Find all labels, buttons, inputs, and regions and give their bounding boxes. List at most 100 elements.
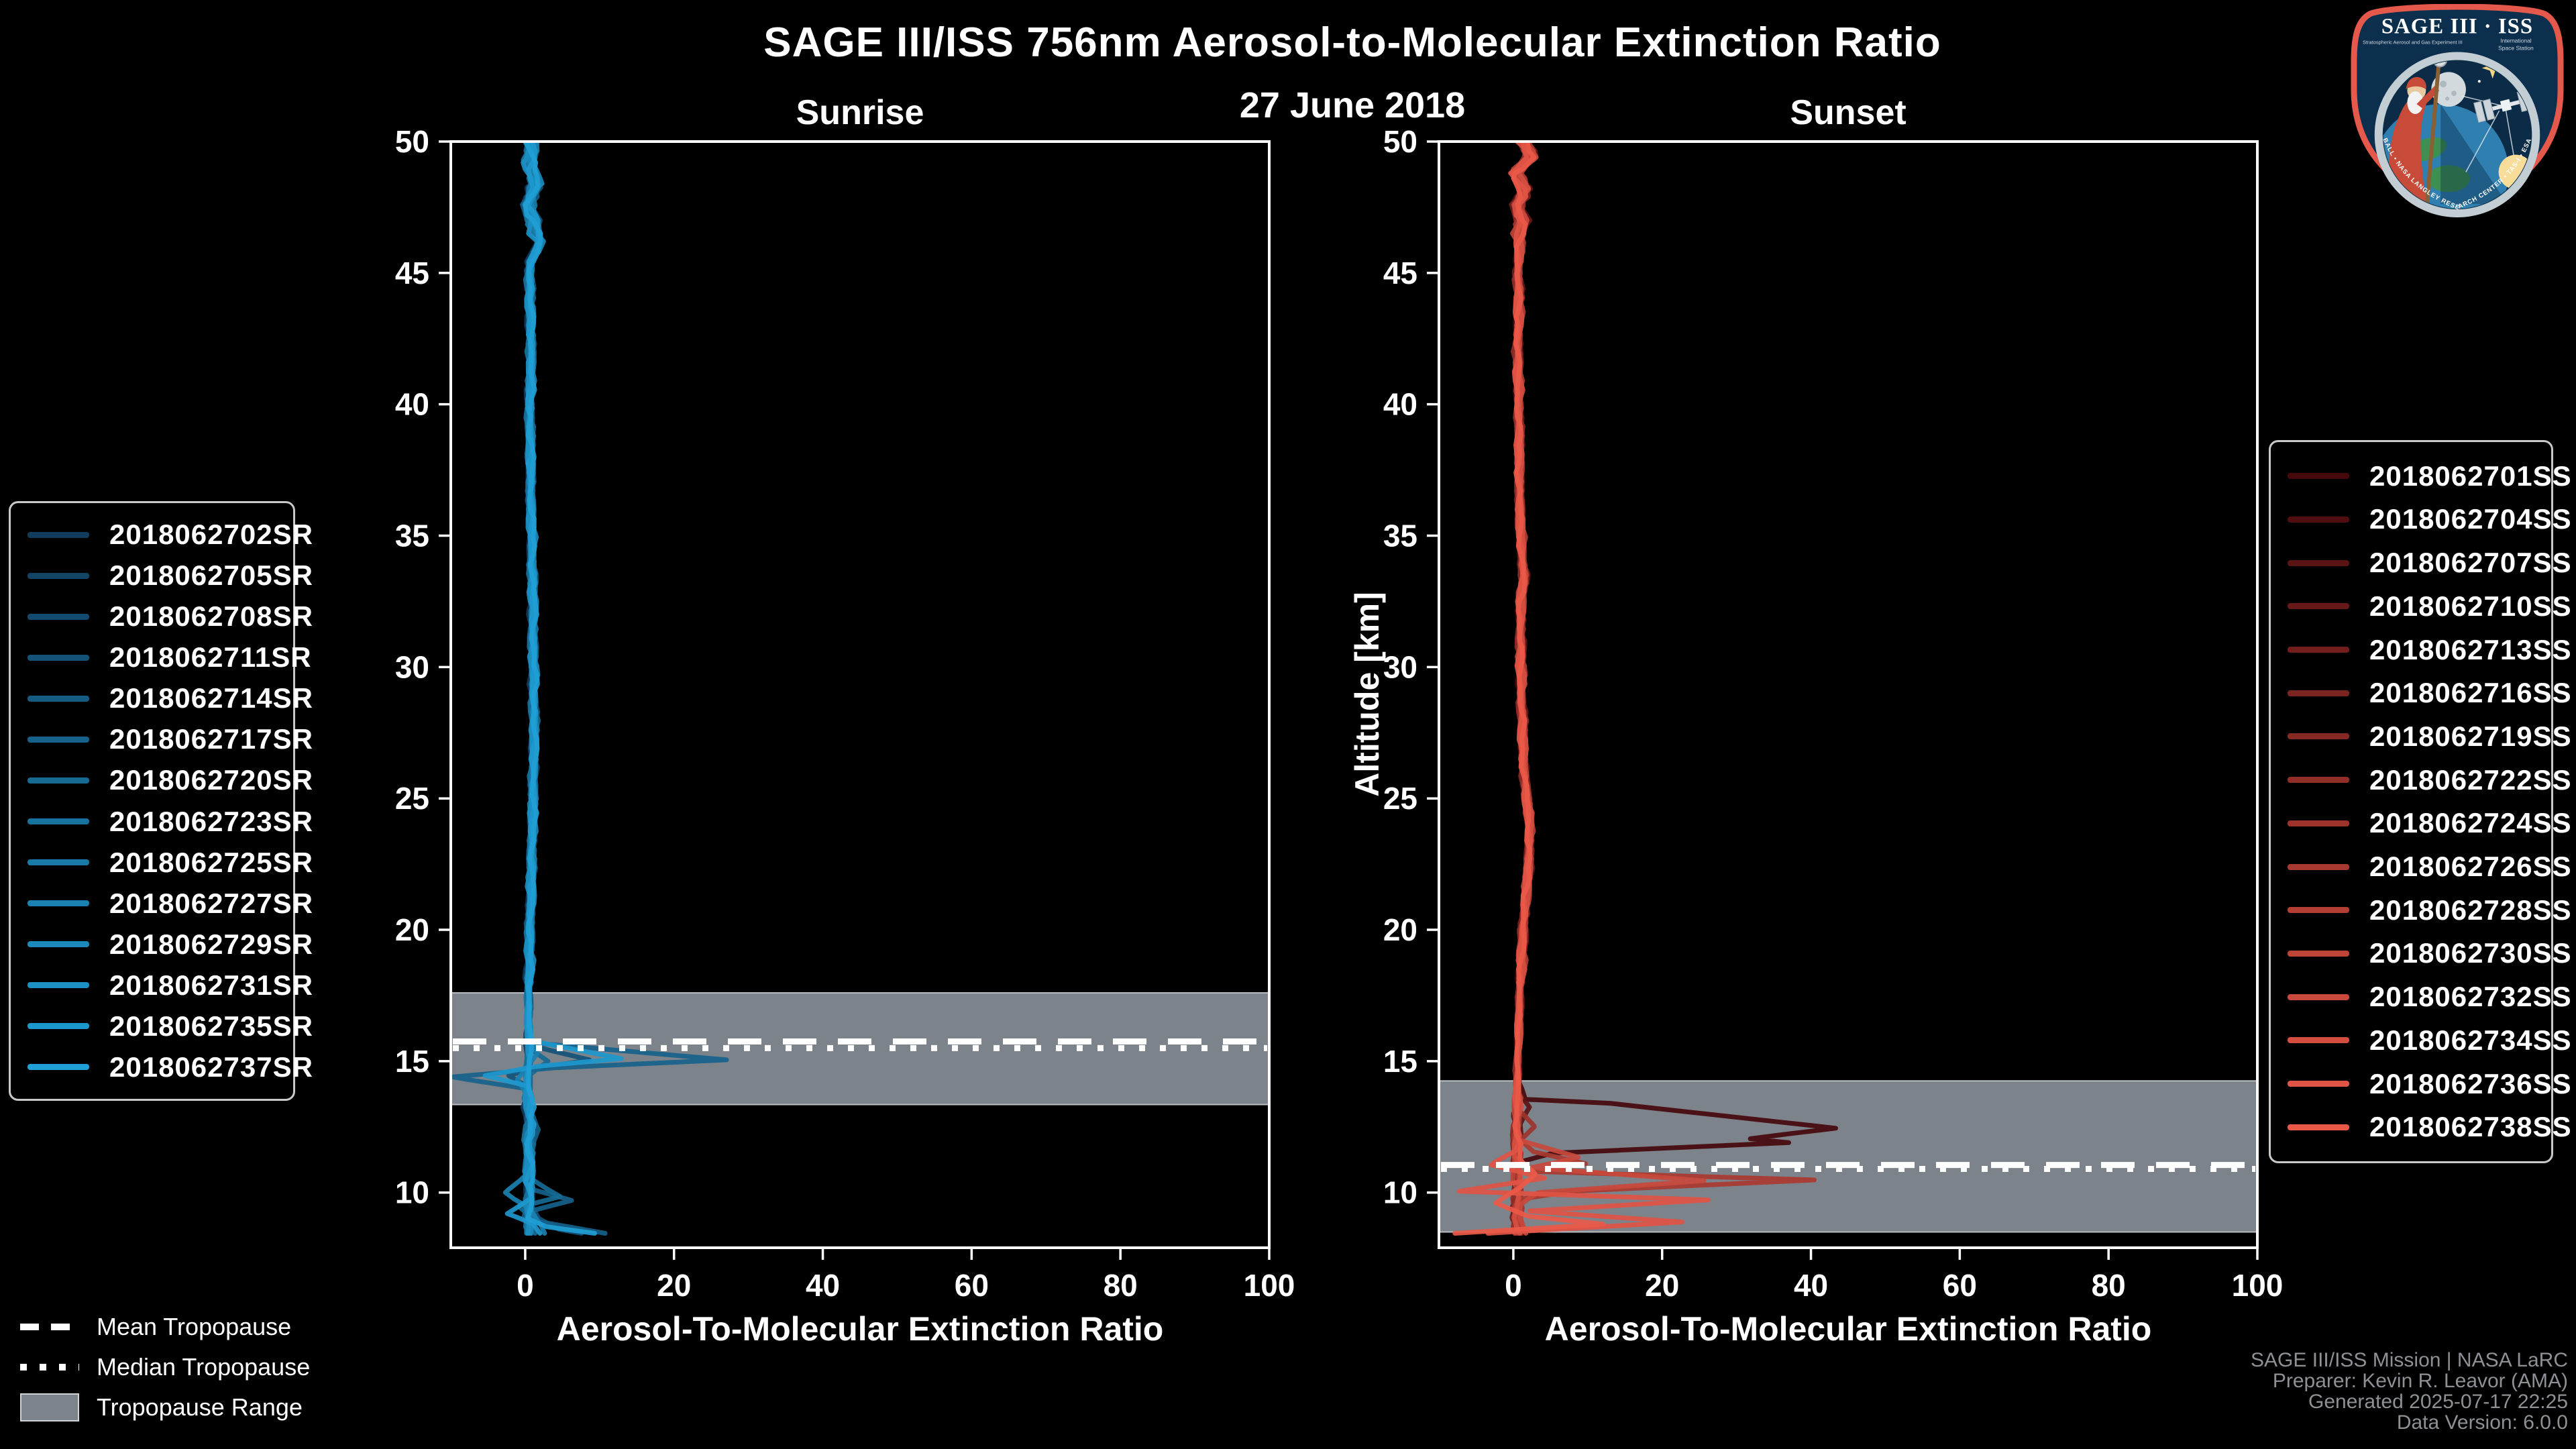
legend-label: 2018062732SS	[2369, 981, 2572, 1013]
series-color-line-icon	[2288, 777, 2349, 784]
logo-subtitle-left: Stratospheric Aerosol and Gas Experiment…	[2363, 40, 2463, 46]
x-tick-label: 40	[806, 1268, 840, 1303]
x-tick-label: 80	[2092, 1268, 2126, 1303]
y-tick-label: 15	[1383, 1044, 1417, 1079]
logo-title: SAGE III · ISS	[2381, 15, 2533, 39]
mean-tropopause-legend-item: Mean Tropopause	[20, 1307, 310, 1347]
tropopause-range-legend-item: Tropopause Range	[20, 1387, 310, 1428]
series-color-line-icon	[2288, 863, 2349, 870]
legend-item: 2018062710SS	[2271, 590, 2571, 623]
x-tick-label: 0	[1505, 1268, 1522, 1303]
legend-label: 2018062736SS	[2369, 1067, 2572, 1099]
legend-label: 2018062737SR	[109, 1051, 313, 1083]
footer-line: Generated 2025-07-17 22:25	[2308, 1391, 2568, 1413]
legend-label: 2018062708SR	[109, 600, 313, 633]
sunset-legend: 2018062701SS 2018062704SS 2018062707SS 2018…	[2269, 440, 2571, 1163]
legend-label: 2018062720SR	[109, 764, 313, 796]
profile-line-2018062701SS	[1509, 142, 1838, 1236]
plot-frame	[1438, 140, 2259, 1249]
legend-item: 2018062735SR	[11, 1010, 313, 1042]
legend-label: 2018062723SR	[109, 805, 313, 837]
series-color-line-icon	[28, 777, 89, 784]
legend-label: 2018062734SS	[2369, 1024, 2572, 1056]
legend-label: 2018062713SS	[2369, 633, 2572, 665]
y-tick-label: 50	[395, 124, 429, 159]
legend-label: 2018062711SR	[109, 641, 312, 674]
legend-item: 2018062731SR	[11, 969, 313, 1002]
legend-item: 2018062738SS	[2271, 1111, 2571, 1143]
series-color-line-icon	[2288, 733, 2349, 740]
series-color-line-icon	[28, 1064, 89, 1071]
moon-icon	[2431, 72, 2466, 107]
profile-line-2018062726SS	[1512, 142, 1817, 1236]
legend-label: 2018062727SR	[109, 887, 313, 919]
legend-label: 2018062704SS	[2369, 503, 2572, 535]
x-tick-label: 60	[955, 1268, 989, 1303]
legend-item: 2018062722SS	[2271, 764, 2571, 796]
footer-line: Preparer: Kevin R. Leavor (AMA)	[2272, 1370, 2568, 1392]
sunset-yaxis-label: Altitude [km]	[1348, 592, 1386, 797]
series-color-line-icon	[28, 900, 89, 907]
legend-item: 2018062728SS	[2271, 894, 2571, 926]
series-color-line-icon	[2288, 647, 2349, 653]
legend-item: 2018062713SS	[2271, 634, 2571, 666]
sunrise-panel: 0 20 40 60 80 100 10 15 20 25 30 35 40 45 50	[395, 124, 1295, 1303]
legend-item: 2018062723SR	[11, 806, 313, 838]
legend-label: 2018062730SS	[2369, 937, 2572, 969]
y-tick-label: 25	[1383, 781, 1417, 816]
series-color-line-icon	[28, 654, 89, 661]
series-color-line-icon	[2288, 516, 2349, 523]
legend-item: 2018062730SS	[2271, 937, 2571, 969]
legend-item: 2018062736SS	[2271, 1068, 2571, 1100]
legend-item: 2018062711SR	[11, 641, 311, 674]
sunset-panel: 0 20 40 60 80 100 10 15 20 25 30 35 40 45 50	[1383, 124, 2284, 1303]
sunrise-panel-title: Sunrise	[796, 93, 924, 132]
x-tick-label: 100	[2232, 1268, 2284, 1303]
series-color-line-icon	[28, 859, 89, 866]
sunrise-xaxis-label: Aerosol-To-Molecular Extinction Ratio	[556, 1310, 1164, 1348]
series-color-line-icon	[2288, 690, 2349, 696]
series-color-line-icon	[28, 695, 89, 702]
legend-item: 2018062729SR	[11, 928, 313, 961]
legend-label: Median Tropopause	[97, 1353, 311, 1381]
y-tick-label: 10	[1383, 1175, 1417, 1210]
y-tick-label: 40	[1383, 387, 1417, 422]
dashed-line-icon	[20, 1324, 79, 1330]
legend-item: 2018062732SS	[2271, 981, 2571, 1013]
legend-label: 2018062719SS	[2369, 720, 2572, 752]
tropopause-legend: Mean Tropopause Median Tropopause Tropop…	[20, 1307, 310, 1428]
legend-label: 2018062725SR	[109, 846, 313, 878]
legend-item: 2018062705SR	[11, 559, 313, 592]
legend-item: 2018062701SS	[2271, 460, 2571, 492]
legend-item: 2018062720SR	[11, 764, 313, 796]
legend-item: 2018062702SR	[11, 519, 313, 551]
legend-label: 2018062735SR	[109, 1010, 313, 1042]
legend-label: 2018062728SS	[2369, 894, 2572, 926]
legend-label: 2018062724SS	[2369, 807, 2572, 839]
y-tick-label: 20	[395, 912, 429, 947]
logo-subtitle-right2: Space Station	[2498, 45, 2534, 52]
series-color-line-icon	[28, 572, 89, 579]
x-tick-label: 40	[1794, 1268, 1828, 1303]
series-color-line-icon	[2288, 994, 2349, 1000]
series-color-line-icon	[28, 531, 89, 538]
legend-label: 2018062716SS	[2369, 677, 2572, 709]
legend-label: 2018062705SR	[109, 559, 313, 592]
attribution-footer: SAGE III/ISS Mission | NASA LaRC Prepare…	[2251, 1350, 2568, 1433]
legend-label: 2018062722SS	[2369, 763, 2572, 796]
y-tick-label: 15	[395, 1044, 429, 1079]
y-tick-label: 25	[395, 781, 429, 816]
series-color-line-icon	[28, 818, 89, 824]
series-color-line-icon	[2288, 820, 2349, 826]
legend-label: 2018062729SR	[109, 928, 313, 960]
legend-item: 2018062719SS	[2271, 720, 2571, 753]
legend-item: 2018062708SR	[11, 600, 313, 633]
legend-item: 2018062737SR	[11, 1051, 313, 1083]
series-color-line-icon	[28, 613, 89, 620]
y-tick-label: 45	[395, 256, 429, 290]
legend-label: 2018062710SS	[2369, 590, 2572, 622]
gray-band-icon	[20, 1393, 79, 1421]
legend-item: 2018062724SS	[2271, 807, 2571, 839]
